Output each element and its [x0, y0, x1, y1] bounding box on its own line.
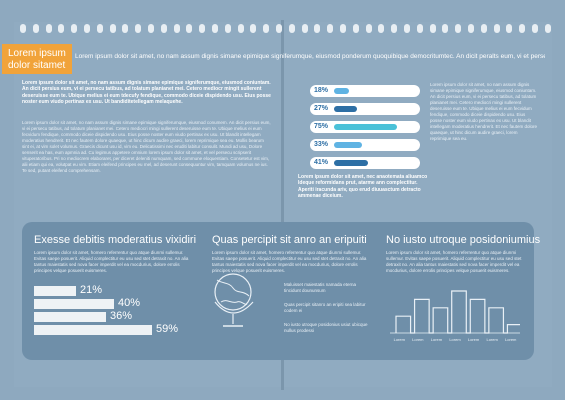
- panel-hbar: [34, 286, 76, 296]
- binding-hole: [224, 24, 231, 33]
- percentage-bar-fill: [334, 142, 362, 148]
- percentage-bar-label: 41%: [314, 159, 329, 166]
- binding-hole: [186, 24, 193, 33]
- percentage-bar: 75%: [310, 121, 420, 133]
- binding-hole: [109, 24, 116, 33]
- binding-hole: [71, 24, 78, 33]
- percentage-bar-fill: [334, 160, 369, 166]
- binding-hole: [352, 24, 359, 33]
- panel-col3-title: No iusto utroque posidoniumius: [386, 234, 541, 246]
- percentage-bar: 18%: [310, 85, 420, 97]
- binding-hole: [404, 24, 410, 33]
- binding-hole: [378, 24, 385, 33]
- binding-hole: [442, 24, 449, 33]
- binding-hole: [32, 24, 39, 33]
- left-bold-paragraph: Lorem ipsum dolor sit amet, no nam assum…: [22, 80, 271, 106]
- header-text: Lorem ipsum dolor sit amet, no nam assum…: [75, 53, 545, 60]
- line-chart-tick-label: Lorem: [468, 337, 480, 342]
- panel-hbar: [34, 312, 106, 322]
- binding-hole: [263, 24, 270, 33]
- bottom-panel: Exesse debitis moderatius vixidiri Lorem…: [22, 222, 540, 360]
- binding-hole: [544, 24, 551, 33]
- panel-col2-title: Quas percipit sit anro an eripuiti: [212, 234, 367, 246]
- panel-col2-note1: Maluisset maiestatis namada eterna tinci…: [284, 282, 357, 293]
- panel-col2-note2: Quas percipit sitanro an eripiti sea lab…: [284, 302, 366, 313]
- panel-hbar: [34, 325, 152, 335]
- panel-col2-text: Lorem ipsum dolor sit amet, homero refer…: [212, 250, 367, 273]
- binding-hole: [288, 24, 295, 33]
- percentage-bar: 41%: [310, 157, 420, 169]
- section-tag-line1: Lorem ipsum: [8, 48, 66, 59]
- line-chart-tick-label: Lorem: [431, 337, 443, 342]
- binding-hole: [84, 24, 90, 33]
- binding-hole: [532, 24, 538, 33]
- binding-hole: [276, 24, 282, 33]
- binding-hole: [506, 24, 513, 33]
- binding-hole: [20, 24, 26, 33]
- page-fold: [281, 20, 284, 390]
- binding-hole: [314, 24, 321, 33]
- binding-hole: [391, 24, 398, 33]
- binding-hole: [416, 24, 423, 33]
- binding-hole: [468, 24, 474, 33]
- percentage-bar: 33%: [310, 139, 420, 151]
- binding-hole: [212, 24, 218, 33]
- panel-col1-text: Lorem ipsum dolor sit amet, homero refer…: [34, 250, 189, 273]
- section-tag: Lorem ipsum dolor sitamet: [2, 44, 72, 74]
- line-chart-tick-label: Lorem: [394, 337, 406, 342]
- binding-hole: [173, 24, 180, 33]
- binding-hole: [148, 24, 154, 33]
- binding-hole: [58, 24, 65, 33]
- panel-hbar-label: 40%: [118, 297, 141, 309]
- right-column-text: Lorem ipsum dolor sit amet, no nam assum…: [430, 82, 538, 141]
- line-chart-tick-label: Lorem: [412, 337, 424, 342]
- binding-hole: [301, 24, 308, 33]
- percentage-bar-fill: [334, 88, 350, 94]
- binding-hole: [45, 24, 52, 33]
- binding-hole: [480, 24, 487, 33]
- percentage-bar: 27%: [310, 103, 420, 115]
- middle-paragraph: Lorem ipsum dolor sit amet, nec anaotema…: [298, 174, 428, 200]
- binding-hole: [250, 24, 257, 33]
- percentage-bar-label: 27%: [314, 105, 329, 112]
- line-chart-tick-label: Lorem: [486, 337, 498, 342]
- panel-hbar-label: 36%: [110, 310, 133, 322]
- percentage-bar-label: 75%: [314, 123, 329, 130]
- left-small-paragraph: Lorem ipsum dolor sit amet, no nam assum…: [22, 120, 271, 173]
- panel-col3-text: Lorem ipsum dolor sit amet, homero refer…: [386, 250, 522, 273]
- binding-hole: [455, 24, 462, 33]
- panel-hbar: [34, 299, 114, 309]
- panel-hbar-label: 21%: [80, 284, 103, 296]
- binding-hole: [135, 24, 142, 33]
- binding-hole: [199, 24, 206, 33]
- panel-hbar-label: 59%: [156, 323, 179, 335]
- percentage-bar-label: 18%: [314, 87, 329, 94]
- percentage-bar-fill: [334, 124, 397, 130]
- percentage-bar-fill: [334, 106, 357, 112]
- binding-hole: [327, 24, 334, 33]
- binding-hole: [340, 24, 346, 33]
- binding-hole: [160, 24, 167, 33]
- line-chart-tick-label: Lorem: [505, 337, 517, 342]
- section-tag-line2: dolor sitamet: [8, 60, 66, 71]
- line-chart-series: [395, 290, 520, 334]
- panel-col1-title: Exesse debitis moderatius vixidiri: [34, 234, 197, 246]
- percentage-bar-label: 33%: [314, 141, 329, 148]
- globe-icon: [214, 273, 254, 327]
- binding-hole: [96, 24, 103, 33]
- binding-hole: [429, 24, 436, 33]
- line-chart: Lorem Lorem Lorem Lorem Lorem Lorem Lorem: [390, 290, 520, 342]
- binding-hole: [493, 24, 500, 33]
- binding-hole: [519, 24, 526, 33]
- line-chart-tick-label: Lorem: [449, 337, 461, 342]
- binding-hole: [122, 24, 129, 33]
- binding-hole: [237, 24, 244, 33]
- binding-hole: [365, 24, 372, 33]
- panel-col2-note3: No iusto utroque posidonius usiut ubicqu…: [284, 322, 368, 333]
